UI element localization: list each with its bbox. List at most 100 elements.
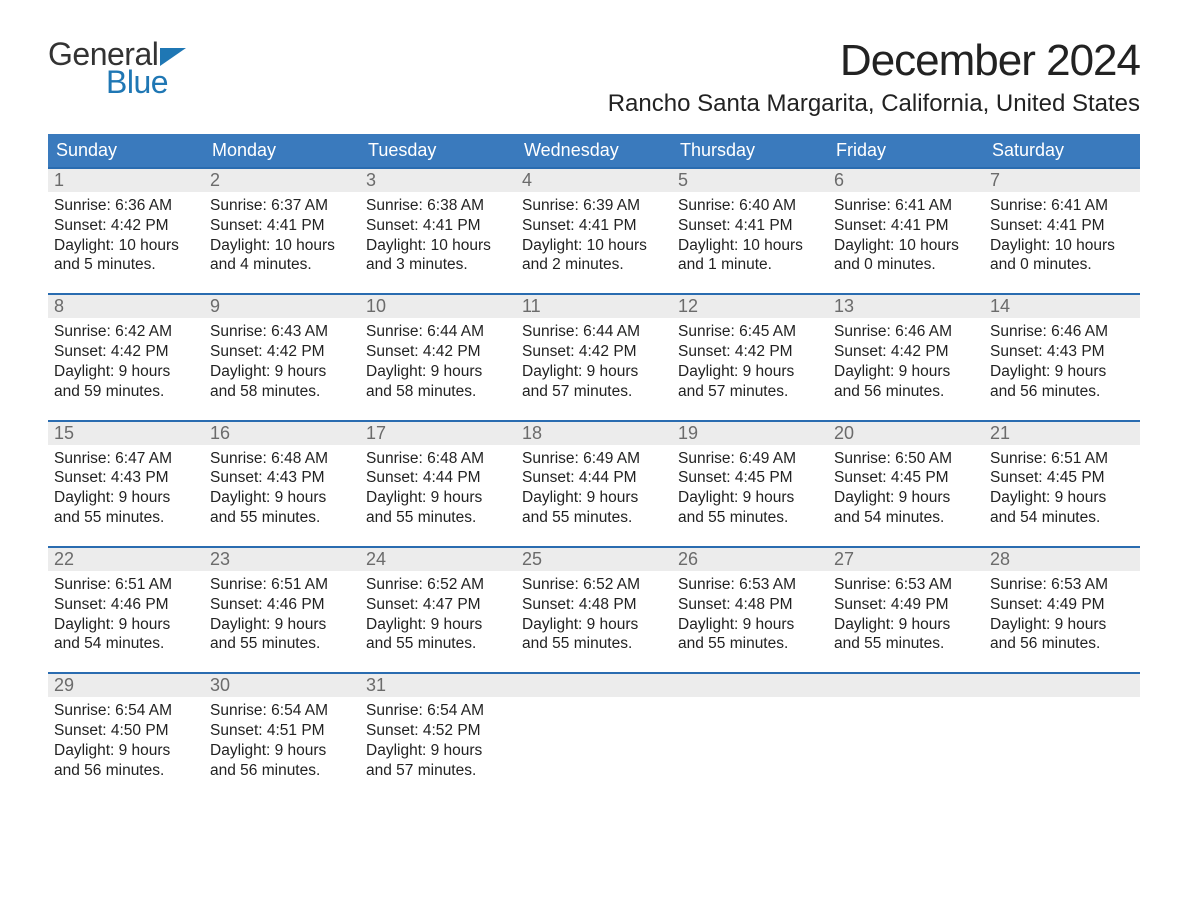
sunset-text: Sunset: 4:42 PM bbox=[54, 342, 198, 362]
day-cell: Sunrise: 6:53 AMSunset: 4:49 PMDaylight:… bbox=[984, 571, 1140, 658]
weekday-header: Friday bbox=[828, 134, 984, 167]
sunset-text: Sunset: 4:51 PM bbox=[210, 721, 354, 741]
sunset-text: Sunset: 4:48 PM bbox=[678, 595, 822, 615]
day-number: 30 bbox=[204, 674, 360, 697]
sunrise-text: Sunrise: 6:46 AM bbox=[990, 322, 1134, 342]
sunset-text: Sunset: 4:45 PM bbox=[990, 468, 1134, 488]
weekday-header: Monday bbox=[204, 134, 360, 167]
week-cells: Sunrise: 6:47 AMSunset: 4:43 PMDaylight:… bbox=[48, 445, 1140, 532]
daylight-text: Daylight: 9 hours and 54 minutes. bbox=[54, 615, 198, 655]
weekday-header: Sunday bbox=[48, 134, 204, 167]
day-cell: Sunrise: 6:48 AMSunset: 4:44 PMDaylight:… bbox=[360, 445, 516, 532]
day-cell: Sunrise: 6:51 AMSunset: 4:45 PMDaylight:… bbox=[984, 445, 1140, 532]
sunset-text: Sunset: 4:41 PM bbox=[678, 216, 822, 236]
day-number: 2 bbox=[204, 169, 360, 192]
day-cell: Sunrise: 6:44 AMSunset: 4:42 PMDaylight:… bbox=[360, 318, 516, 405]
location-subtitle: Rancho Santa Margarita, California, Unit… bbox=[608, 90, 1140, 118]
daylight-text: Daylight: 9 hours and 56 minutes. bbox=[990, 362, 1134, 402]
day-cell bbox=[984, 697, 1140, 784]
daylight-text: Daylight: 10 hours and 2 minutes. bbox=[522, 236, 666, 276]
daylight-text: Daylight: 9 hours and 56 minutes. bbox=[990, 615, 1134, 655]
day-cell: Sunrise: 6:54 AMSunset: 4:50 PMDaylight:… bbox=[48, 697, 204, 784]
sunrise-text: Sunrise: 6:36 AM bbox=[54, 196, 198, 216]
day-number: 23 bbox=[204, 548, 360, 571]
day-cell: Sunrise: 6:47 AMSunset: 4:43 PMDaylight:… bbox=[48, 445, 204, 532]
sunset-text: Sunset: 4:43 PM bbox=[990, 342, 1134, 362]
day-number-row: 293031 bbox=[48, 674, 1140, 697]
day-number: 20 bbox=[828, 422, 984, 445]
day-number: 25 bbox=[516, 548, 672, 571]
sunrise-text: Sunrise: 6:41 AM bbox=[990, 196, 1134, 216]
daylight-text: Daylight: 9 hours and 55 minutes. bbox=[54, 488, 198, 528]
sunrise-text: Sunrise: 6:51 AM bbox=[990, 449, 1134, 469]
header-row: General Blue December 2024 Rancho Santa … bbox=[48, 30, 1140, 130]
title-block: December 2024 Rancho Santa Margarita, Ca… bbox=[608, 30, 1140, 130]
day-cell: Sunrise: 6:50 AMSunset: 4:45 PMDaylight:… bbox=[828, 445, 984, 532]
sunset-text: Sunset: 4:49 PM bbox=[990, 595, 1134, 615]
day-number: 22 bbox=[48, 548, 204, 571]
sunset-text: Sunset: 4:42 PM bbox=[834, 342, 978, 362]
sunset-text: Sunset: 4:48 PM bbox=[522, 595, 666, 615]
sunset-text: Sunset: 4:41 PM bbox=[366, 216, 510, 236]
day-cell: Sunrise: 6:38 AMSunset: 4:41 PMDaylight:… bbox=[360, 192, 516, 279]
daylight-text: Daylight: 9 hours and 56 minutes. bbox=[210, 741, 354, 781]
day-cell bbox=[516, 697, 672, 784]
sunrise-text: Sunrise: 6:54 AM bbox=[366, 701, 510, 721]
day-number: 4 bbox=[516, 169, 672, 192]
sunset-text: Sunset: 4:43 PM bbox=[210, 468, 354, 488]
daylight-text: Daylight: 10 hours and 0 minutes. bbox=[990, 236, 1134, 276]
sunset-text: Sunset: 4:43 PM bbox=[54, 468, 198, 488]
day-number: 8 bbox=[48, 295, 204, 318]
sunrise-text: Sunrise: 6:40 AM bbox=[678, 196, 822, 216]
sunset-text: Sunset: 4:42 PM bbox=[678, 342, 822, 362]
sunset-text: Sunset: 4:42 PM bbox=[366, 342, 510, 362]
day-number: 12 bbox=[672, 295, 828, 318]
day-cell: Sunrise: 6:53 AMSunset: 4:48 PMDaylight:… bbox=[672, 571, 828, 658]
weekday-header: Wednesday bbox=[516, 134, 672, 167]
daylight-text: Daylight: 9 hours and 54 minutes. bbox=[834, 488, 978, 528]
logo-text-blue: Blue bbox=[106, 66, 186, 98]
day-cell: Sunrise: 6:53 AMSunset: 4:49 PMDaylight:… bbox=[828, 571, 984, 658]
sunrise-text: Sunrise: 6:37 AM bbox=[210, 196, 354, 216]
sunset-text: Sunset: 4:45 PM bbox=[834, 468, 978, 488]
sunset-text: Sunset: 4:49 PM bbox=[834, 595, 978, 615]
day-cell: Sunrise: 6:44 AMSunset: 4:42 PMDaylight:… bbox=[516, 318, 672, 405]
day-number bbox=[984, 674, 1140, 697]
daylight-text: Daylight: 9 hours and 55 minutes. bbox=[678, 488, 822, 528]
daylight-text: Daylight: 9 hours and 55 minutes. bbox=[366, 488, 510, 528]
sunrise-text: Sunrise: 6:51 AM bbox=[210, 575, 354, 595]
day-number: 3 bbox=[360, 169, 516, 192]
day-number: 18 bbox=[516, 422, 672, 445]
day-cell: Sunrise: 6:46 AMSunset: 4:42 PMDaylight:… bbox=[828, 318, 984, 405]
daylight-text: Daylight: 9 hours and 55 minutes. bbox=[522, 488, 666, 528]
sunrise-text: Sunrise: 6:48 AM bbox=[366, 449, 510, 469]
sunrise-text: Sunrise: 6:54 AM bbox=[54, 701, 198, 721]
weekday-header-row: SundayMondayTuesdayWednesdayThursdayFrid… bbox=[48, 134, 1140, 167]
day-number: 17 bbox=[360, 422, 516, 445]
day-number: 11 bbox=[516, 295, 672, 318]
day-cell: Sunrise: 6:54 AMSunset: 4:52 PMDaylight:… bbox=[360, 697, 516, 784]
day-number: 21 bbox=[984, 422, 1140, 445]
sunrise-text: Sunrise: 6:53 AM bbox=[990, 575, 1134, 595]
sunrise-text: Sunrise: 6:50 AM bbox=[834, 449, 978, 469]
day-number bbox=[828, 674, 984, 697]
day-cell: Sunrise: 6:46 AMSunset: 4:43 PMDaylight:… bbox=[984, 318, 1140, 405]
sunset-text: Sunset: 4:42 PM bbox=[54, 216, 198, 236]
day-cell: Sunrise: 6:52 AMSunset: 4:47 PMDaylight:… bbox=[360, 571, 516, 658]
day-number: 16 bbox=[204, 422, 360, 445]
day-cell: Sunrise: 6:41 AMSunset: 4:41 PMDaylight:… bbox=[984, 192, 1140, 279]
sunset-text: Sunset: 4:46 PM bbox=[54, 595, 198, 615]
daylight-text: Daylight: 9 hours and 57 minutes. bbox=[522, 362, 666, 402]
sunrise-text: Sunrise: 6:45 AM bbox=[678, 322, 822, 342]
sunset-text: Sunset: 4:42 PM bbox=[522, 342, 666, 362]
sunrise-text: Sunrise: 6:44 AM bbox=[522, 322, 666, 342]
week-row: 293031 Sunrise: 6:54 AMSunset: 4:50 PMDa… bbox=[48, 672, 1140, 784]
weekday-header: Tuesday bbox=[360, 134, 516, 167]
sunrise-text: Sunrise: 6:49 AM bbox=[522, 449, 666, 469]
day-number: 19 bbox=[672, 422, 828, 445]
day-number: 9 bbox=[204, 295, 360, 318]
day-number: 13 bbox=[828, 295, 984, 318]
sunrise-text: Sunrise: 6:39 AM bbox=[522, 196, 666, 216]
sunset-text: Sunset: 4:42 PM bbox=[210, 342, 354, 362]
sunrise-text: Sunrise: 6:51 AM bbox=[54, 575, 198, 595]
